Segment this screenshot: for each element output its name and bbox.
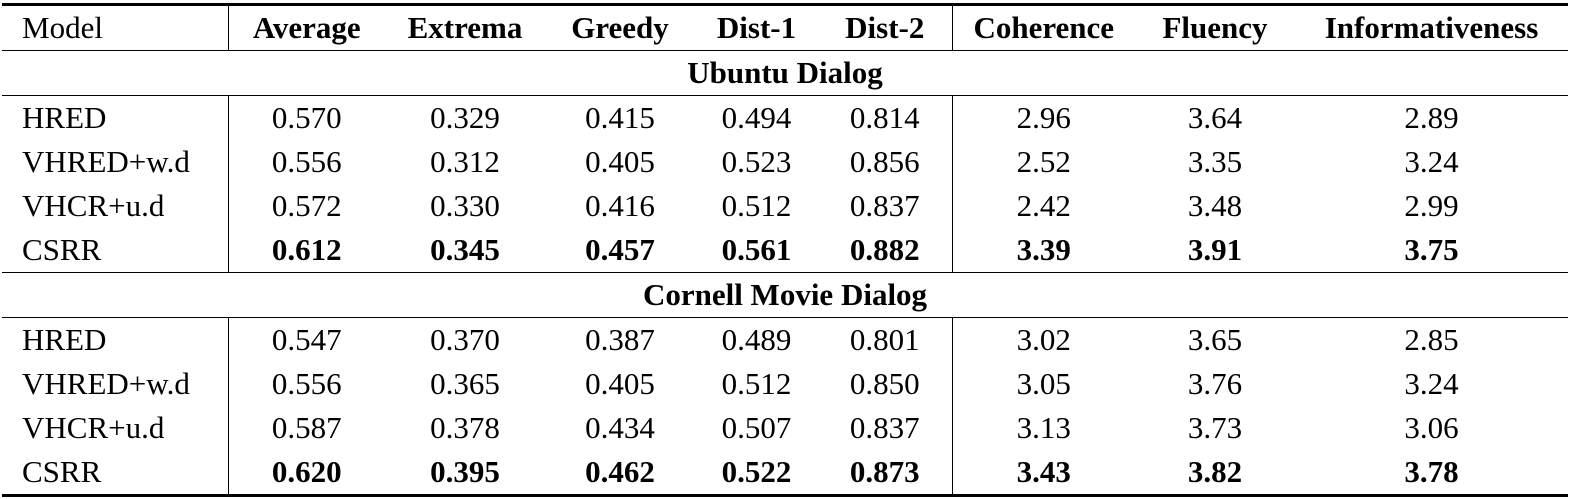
- metric-value: 3.64: [1187, 100, 1243, 135]
- column-header: Greedy: [571, 10, 669, 45]
- column-header: Dist-2: [818, 4, 953, 51]
- metric-value: 0.395: [430, 454, 500, 489]
- data-row: CSRR 0.620 0.395 0.462 0.522 0.873 3.43 3.82 3.7…: [2, 450, 1568, 496]
- metric-value: 0.330: [430, 188, 500, 223]
- column-header: Fluency: [1162, 10, 1268, 45]
- metric-value: 0.462: [585, 454, 655, 489]
- metric-value: 2.96: [1016, 100, 1071, 135]
- metric-value: 0.587: [271, 410, 342, 445]
- metric-value: 0.494: [721, 100, 792, 135]
- metric-value: 0.850: [818, 362, 953, 406]
- metric-value: 2.52: [1016, 144, 1071, 179]
- metric-value: 3.35: [1187, 144, 1243, 179]
- metric-value: 0.837: [818, 184, 953, 228]
- model-name: VHRED+w.d: [2, 362, 229, 406]
- metric-value: 0.345: [430, 232, 500, 267]
- model-name: HRED: [2, 317, 229, 362]
- metric-value: 3.91: [1187, 232, 1243, 267]
- data-row: VHRED+w.d 0.556 0.312 0.405 0.523 0.856 2.52 3.…: [2, 140, 1568, 184]
- metric-value: 3.48: [1187, 188, 1243, 223]
- metric-value: 3.82: [1187, 454, 1243, 489]
- section-row: Ubuntu Dialog: [2, 50, 1568, 96]
- metric-value: 0.556: [271, 366, 342, 401]
- model-name: VHRED+w.d: [2, 140, 229, 184]
- model-name: CSRR: [2, 450, 229, 496]
- metric-value: 0.561: [721, 232, 792, 267]
- column-header: Extrema: [407, 10, 523, 45]
- section-title: Cornell Movie Dialog: [2, 272, 1568, 318]
- metric-value: 0.837: [818, 406, 953, 450]
- metric-value: 0.312: [430, 144, 500, 179]
- metric-value: 0.415: [585, 100, 655, 135]
- metric-value: 0.556: [271, 144, 342, 179]
- model-name: HRED: [2, 95, 229, 140]
- metric-value: 2.89: [1404, 100, 1459, 135]
- data-row: VHRED+w.d 0.556 0.365 0.405 0.512 0.850 3.05 3.…: [2, 362, 1568, 406]
- metric-value: 0.856: [818, 140, 953, 184]
- header-row: Model Average Extrema Greedy Dist-1 Dist-2 Coh…: [2, 4, 1568, 51]
- metric-value: 0.405: [585, 144, 655, 179]
- metric-value: 0.507: [721, 410, 792, 445]
- column-header: Informativeness: [1324, 10, 1539, 45]
- metric-value: 3.75: [1404, 232, 1459, 267]
- table-body: Ubuntu Dialog HRED 0.570 0.329 0.415 0.494 0.8…: [2, 50, 1568, 496]
- data-row: VHCR+u.d 0.572 0.330 0.416 0.512 0.837 2.42 3.4…: [2, 184, 1568, 228]
- metric-value: 3.43: [1016, 454, 1071, 489]
- results-table: Model Average Extrema Greedy Dist-1 Dist-2 Coh…: [2, 3, 1568, 497]
- model-name: CSRR: [2, 228, 229, 273]
- metric-value: 3.73: [1187, 410, 1243, 445]
- metric-value: 0.620: [271, 454, 342, 489]
- metric-value: 0.873: [818, 450, 953, 496]
- table-header: Model Average Extrema Greedy Dist-1 Dist-2 Coh…: [2, 4, 1568, 51]
- model-name: VHCR+u.d: [2, 184, 229, 228]
- metric-value: 0.378: [430, 410, 500, 445]
- column-header: Dist-1: [716, 10, 797, 45]
- metric-value: 3.78: [1404, 454, 1459, 489]
- column-header: Average: [252, 10, 361, 45]
- metric-value: 0.512: [721, 366, 792, 401]
- metric-value: 0.329: [430, 100, 500, 135]
- metric-value: 0.814: [818, 95, 953, 140]
- column-header: Coherence: [973, 10, 1115, 45]
- metric-value: 0.365: [430, 366, 500, 401]
- metric-value: 0.489: [721, 322, 792, 357]
- metric-value: 0.370: [430, 322, 500, 357]
- metric-value: 0.512: [721, 188, 792, 223]
- section-row: Cornell Movie Dialog: [2, 272, 1568, 318]
- metric-value: 3.24: [1404, 144, 1459, 179]
- metric-value: 3.02: [1016, 322, 1071, 357]
- section-title: Ubuntu Dialog: [2, 50, 1568, 96]
- metric-value: 0.570: [271, 100, 342, 135]
- metric-value: 3.05: [1016, 366, 1071, 401]
- metric-value: 0.405: [585, 366, 655, 401]
- metric-value: 3.06: [1404, 410, 1459, 445]
- metric-value: 0.547: [271, 322, 342, 357]
- metric-value: 0.522: [721, 454, 792, 489]
- metric-value: 0.387: [585, 322, 655, 357]
- metric-value: 3.24: [1404, 366, 1459, 401]
- metric-value: 3.76: [1187, 366, 1243, 401]
- metric-value: 0.416: [585, 188, 655, 223]
- data-row: CSRR 0.612 0.345 0.457 0.561 0.882 3.39 3.91 3.7…: [2, 228, 1568, 273]
- metric-value: 0.434: [585, 410, 655, 445]
- metric-value: 3.65: [1187, 322, 1243, 357]
- metric-value: 2.85: [1404, 322, 1459, 357]
- metric-value: 0.523: [721, 144, 792, 179]
- metric-value: 0.801: [818, 317, 953, 362]
- metric-value: 3.39: [1016, 232, 1071, 267]
- data-row: HRED 0.547 0.370 0.387 0.489 0.801 3.02 3.65 2.8…: [2, 317, 1568, 362]
- data-row: HRED 0.570 0.329 0.415 0.494 0.814 2.96 3.64 2.8…: [2, 95, 1568, 140]
- metric-value: 0.457: [585, 232, 655, 267]
- data-row: VHCR+u.d 0.587 0.378 0.434 0.507 0.837 3.13 3.7…: [2, 406, 1568, 450]
- metric-value: 0.612: [271, 232, 342, 267]
- metric-value: 2.99: [1404, 188, 1459, 223]
- model-name: VHCR+u.d: [2, 406, 229, 450]
- metric-value: 0.572: [271, 188, 342, 223]
- metric-value: 2.42: [1016, 188, 1071, 223]
- metric-value: 0.882: [818, 228, 953, 273]
- metric-value: 3.13: [1016, 410, 1071, 445]
- column-header: Model: [2, 4, 229, 51]
